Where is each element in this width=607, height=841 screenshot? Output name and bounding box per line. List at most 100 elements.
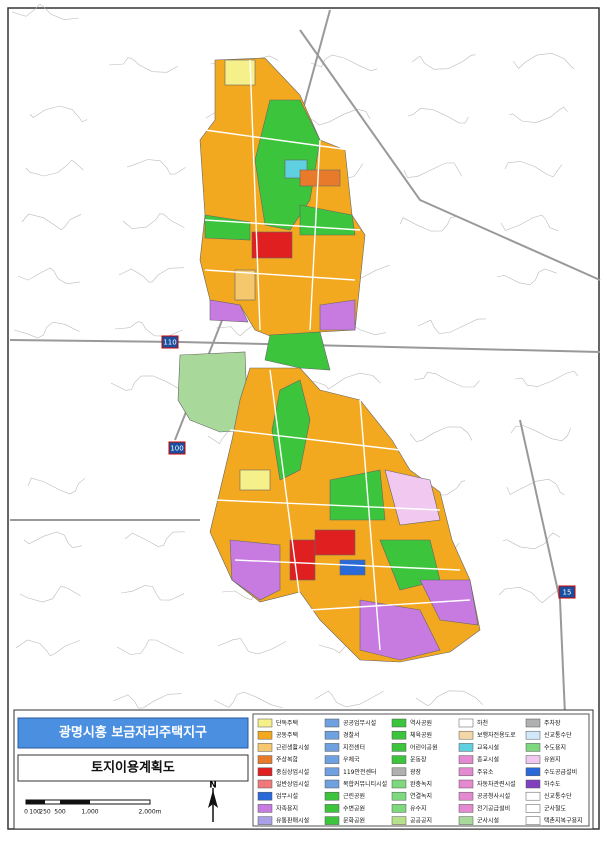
contour: [403, 162, 463, 178]
legend-label: 일반상업시설: [276, 780, 309, 788]
scale-label: 0: [24, 809, 28, 816]
contour: [29, 105, 88, 123]
legend-label: 보행자전용도로: [477, 731, 516, 739]
scale-bar-fill: [26, 800, 45, 804]
legend-swatch: [257, 743, 273, 752]
compass: N: [208, 781, 218, 822]
contour: [496, 268, 557, 286]
contour: [312, 372, 381, 390]
legend-swatch: [458, 779, 474, 789]
legend-label: 역사공원: [410, 719, 432, 727]
legend-swatch: [458, 791, 474, 801]
subtitle-box: [17, 754, 249, 782]
district: [177, 57, 481, 663]
legend-swatch: [324, 730, 340, 740]
legend-label: 연결녹지: [410, 792, 432, 800]
contour: [13, 321, 80, 339]
contour: [512, 52, 575, 70]
legend-swatch: [525, 791, 541, 801]
legend: 단독주택공동주택근린생활시설주상복합중심상업시설일반상업시설업무시설자족용지유통…: [252, 713, 590, 827]
shield-label: 110: [163, 339, 176, 347]
legend-swatch: [391, 816, 407, 825]
contour: [110, 375, 181, 391]
legend-label: 하천: [477, 719, 488, 727]
legend-swatch: [458, 755, 474, 764]
road-shields: 110 100 15: [161, 335, 576, 599]
legend-swatch: [525, 779, 541, 789]
legend-label: 전기공급설비: [477, 804, 510, 812]
legend-swatch: [257, 718, 273, 728]
legend-swatch: [525, 743, 541, 752]
contour: [413, 372, 480, 388]
contour: [126, 159, 186, 175]
contour: [510, 425, 571, 442]
legend-swatch: [458, 767, 474, 777]
contour: [118, 267, 184, 283]
legend-label: 우체국: [343, 756, 360, 764]
legend-label: 광장: [410, 768, 422, 776]
legend-swatch: [525, 730, 541, 740]
legend-swatch: [458, 816, 474, 825]
scale-label: 100: [29, 809, 41, 816]
legend-swatch: [458, 718, 474, 728]
district-roads: [204, 59, 471, 651]
contour: [399, 216, 458, 232]
legend-swatch: [525, 755, 541, 764]
legend-swatch: [324, 755, 340, 764]
shield: [161, 335, 179, 349]
legend-label: 신교통수단: [544, 731, 572, 739]
legend-label: 공공공지: [410, 817, 432, 825]
legend-label: 택촌지복구용지: [544, 817, 583, 825]
legend-swatch: [525, 767, 541, 777]
legend-swatch: [391, 718, 407, 728]
legend-label: 중심상업시설: [276, 768, 309, 776]
legend-swatch: [324, 791, 340, 801]
contour: [124, 531, 185, 547]
legend-label: 경찰서: [343, 731, 360, 739]
legend-swatch: [257, 779, 273, 789]
contour: [502, 532, 561, 550]
shield-label: 15: [563, 589, 572, 597]
legend-label: 완충녹지: [410, 780, 432, 788]
legend-label: 문화공원: [343, 817, 365, 825]
contour: [27, 477, 86, 495]
legend-swatch: [257, 730, 273, 740]
legend-swatch: [391, 730, 407, 740]
legend-label: 유통판매시설: [276, 817, 309, 825]
legend-label: 근린생활시설: [276, 743, 309, 751]
legend-label: 수도공급설비: [544, 768, 577, 776]
legend-swatch: [257, 755, 273, 764]
contour: [23, 531, 83, 549]
legend-label: 공공청사시설: [477, 792, 510, 800]
contour: [314, 690, 384, 708]
legend-swatch: [391, 791, 407, 801]
legend-swatch: [525, 804, 541, 813]
legend-swatch: [324, 767, 340, 777]
legend-label: 지전센터: [343, 743, 365, 751]
legend-swatch: [458, 730, 474, 740]
shield: [168, 441, 186, 455]
legend-swatch: [324, 743, 340, 752]
legend-swatch: [391, 755, 407, 764]
title: 광명시흥 보금자리주택지구: [59, 725, 207, 741]
legend-label: 공동주택: [276, 732, 298, 739]
contour: [306, 108, 371, 126]
legend-label: 교육시설: [477, 743, 499, 751]
shield-label: 100: [170, 445, 183, 453]
legend-swatch: [257, 804, 273, 813]
contour: [498, 586, 558, 604]
legend-swatch: [324, 804, 340, 813]
legend-label: 군사철도: [544, 804, 567, 812]
scale-label: 2,000m: [138, 809, 161, 816]
compass-label: N: [209, 781, 217, 791]
subtitle: 토지이용계획도: [91, 760, 175, 776]
title-banner: [17, 717, 249, 749]
scale-label: 250: [39, 809, 51, 816]
legend-swatch: [257, 767, 273, 777]
legend-label: 단독주택: [276, 719, 298, 727]
legend-label: 체육공원: [410, 731, 432, 739]
legend-label: 군사시설: [477, 817, 499, 825]
legend-label: 주차장: [544, 719, 561, 727]
